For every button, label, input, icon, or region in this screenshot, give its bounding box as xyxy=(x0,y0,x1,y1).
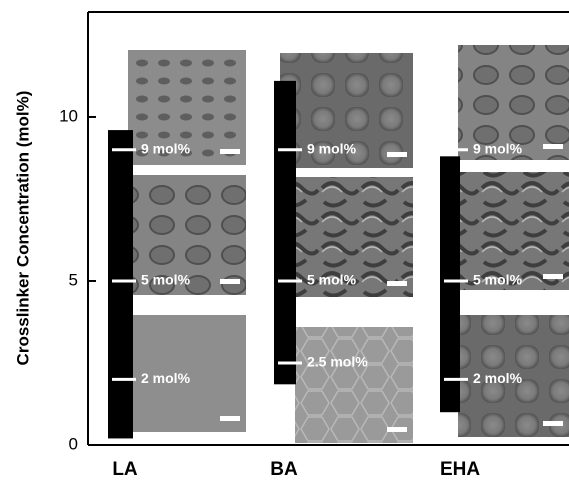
y-tick-label: 5 xyxy=(69,270,78,289)
y-tick-label: 0 xyxy=(69,434,78,453)
micrograph xyxy=(295,327,413,443)
y-axis-label: Crosslinker Concentration (mol%) xyxy=(13,91,32,366)
annotation: 2 mol% xyxy=(141,370,191,386)
micrograph xyxy=(128,175,246,295)
annotation: 2.5 mol% xyxy=(307,354,368,370)
scale-bar xyxy=(387,281,407,286)
x-tick-label: BA xyxy=(270,459,298,480)
scale-bar xyxy=(220,416,240,421)
annotation: 9 mol% xyxy=(473,140,523,156)
x-tick-label: EHA xyxy=(440,459,480,480)
scale-bar xyxy=(220,279,240,284)
bar xyxy=(440,156,460,413)
micrograph xyxy=(458,172,569,290)
y-tick-label: 10 xyxy=(59,106,78,125)
micrograph xyxy=(280,53,413,168)
scale-bar xyxy=(387,427,407,432)
annotation: 5 mol% xyxy=(141,272,191,288)
scale-bar xyxy=(220,149,240,154)
annotation: 9 mol% xyxy=(141,140,191,156)
micrograph xyxy=(458,45,569,160)
annotation: 9 mol% xyxy=(307,140,357,156)
annotation: 5 mol% xyxy=(473,272,523,288)
micrograph xyxy=(128,315,246,432)
annotation: 2 mol% xyxy=(473,370,523,386)
micrograph xyxy=(128,50,246,165)
plot: 0 5 10 LA BA EHA 9 mol% 5 mol% 2 mol% 9 mol% 5 mol… xyxy=(59,11,569,480)
bar xyxy=(274,80,296,385)
annotation: 5 mol% xyxy=(307,272,357,288)
scale-bar xyxy=(543,144,563,149)
micrograph xyxy=(458,315,569,437)
bar xyxy=(108,130,133,439)
scale-bar xyxy=(543,421,563,426)
micrographs xyxy=(128,45,569,443)
scale-bar xyxy=(543,274,563,279)
x-tick-label: LA xyxy=(112,459,138,480)
scale-bar xyxy=(387,152,407,157)
micrograph xyxy=(280,177,413,297)
